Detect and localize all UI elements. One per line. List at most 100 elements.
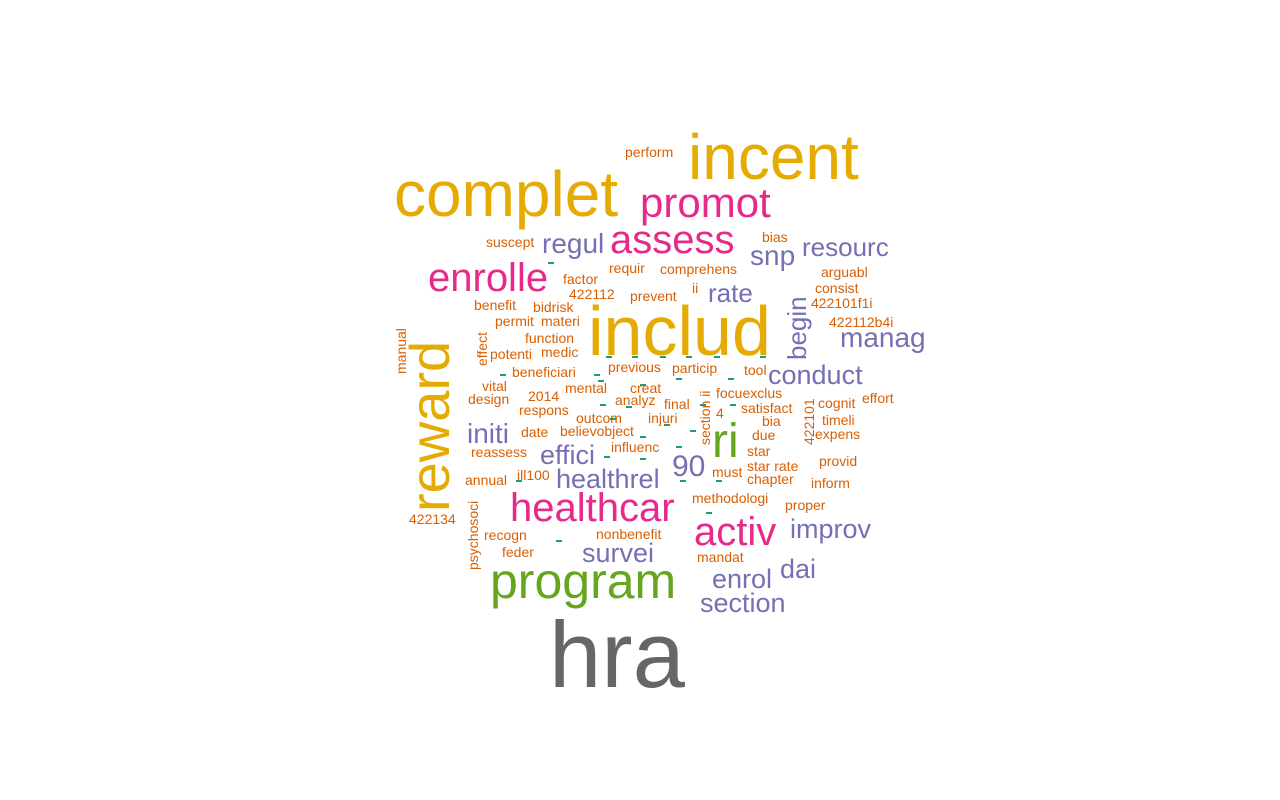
speck-mark	[604, 456, 610, 458]
word-function: function	[525, 330, 575, 346]
word-ri: ri	[712, 415, 739, 468]
word-ill100: ill100	[517, 467, 550, 483]
speck-mark	[690, 430, 696, 432]
word-inform: inform	[811, 475, 850, 491]
word-tool: tool	[744, 362, 767, 378]
word-422112b4i: 422112b4i	[829, 314, 894, 330]
word-begin: begin	[782, 296, 812, 360]
speck-mark	[626, 406, 632, 408]
speck-mark	[610, 418, 616, 420]
word-rate: rate	[708, 278, 753, 308]
word-mental: mental	[565, 380, 608, 396]
word-chapter: chapter	[747, 471, 794, 487]
word-consist: consist	[815, 280, 859, 296]
word-effort: effort	[862, 390, 894, 406]
speck-mark	[600, 404, 606, 406]
word-ii: ii	[692, 280, 699, 296]
word-injuri: injuri	[648, 410, 678, 426]
speck-mark	[760, 356, 766, 358]
word-satisfact: satisfact	[741, 400, 793, 416]
speck-mark	[660, 356, 666, 358]
word-permit: permit	[495, 313, 534, 329]
word-section: section	[700, 588, 786, 618]
word-annual: annual	[465, 472, 508, 488]
word-outcom: outcom	[576, 410, 622, 426]
word-previous: previous	[608, 359, 661, 375]
word-potenti: potenti	[490, 346, 533, 362]
word-complet: complet	[394, 158, 619, 230]
word-enrolle: enrolle	[428, 256, 549, 300]
word-proper: proper	[785, 497, 826, 513]
word-resourc: resourc	[802, 232, 889, 262]
word-methodologi: methodologi	[692, 490, 769, 506]
word-includ: includ	[588, 292, 771, 370]
word-bias: bias	[762, 229, 788, 245]
word-422101f1i: 422101f1i	[811, 295, 873, 311]
word-mandat: mandat	[697, 549, 744, 565]
speck-mark	[500, 374, 506, 376]
word-suscept: suscept	[486, 234, 535, 250]
word-promot: promot	[640, 179, 771, 226]
speck-mark	[598, 380, 604, 382]
speck-mark	[640, 384, 646, 386]
word-date: date	[521, 424, 549, 440]
word-comprehens: comprehens	[660, 261, 738, 277]
word-program: program	[490, 553, 677, 609]
speck-mark	[556, 540, 562, 542]
speck-mark	[632, 356, 638, 358]
word-2014: 2014	[528, 388, 560, 404]
word-factor: factor	[563, 271, 599, 287]
speck-mark	[606, 356, 612, 358]
word-arguabl: arguabl	[821, 264, 868, 280]
word-reward: reward	[398, 340, 461, 512]
word-final: final	[664, 396, 690, 412]
speck-mark	[548, 262, 554, 264]
word-4: 4	[716, 405, 724, 421]
speck-mark	[680, 480, 686, 482]
word-timeli: timeli	[822, 412, 855, 428]
word-requir: requir	[609, 260, 645, 276]
word-healthcar: healthcar	[510, 486, 675, 530]
word-cognit: cognit	[818, 395, 856, 411]
word-focuexclus: focuexclus	[716, 385, 783, 401]
word-vital: vital	[482, 378, 507, 394]
speck-mark	[640, 436, 646, 438]
speck-mark	[594, 374, 600, 376]
word-star: star	[747, 443, 771, 459]
word-manag: manag	[840, 322, 926, 353]
word-recogn: recogn	[484, 527, 527, 543]
word-initi: initi	[467, 418, 510, 449]
word-respons: respons	[519, 402, 569, 418]
word-conduct: conduct	[768, 360, 863, 390]
word-expens: expens	[815, 426, 861, 442]
word-90: 90	[672, 450, 706, 483]
speck-mark	[700, 404, 706, 406]
speck-mark	[676, 378, 682, 380]
word-medic: medic	[541, 344, 579, 360]
word-effect: effect	[474, 332, 490, 366]
word-starrate: star rate	[747, 458, 799, 474]
speck-mark	[728, 378, 734, 380]
word-bia: bia	[762, 413, 781, 429]
word-believobject: believobject	[560, 423, 634, 439]
speck-mark	[640, 458, 646, 460]
word-422134: 422134	[409, 511, 456, 527]
word-due: due	[752, 427, 776, 443]
word-benefit: benefit	[474, 297, 517, 313]
word-section-ii: section ii	[697, 390, 713, 445]
speck-mark	[676, 446, 682, 448]
word-422101: 422101	[801, 398, 817, 445]
word-enrol: enrol	[712, 564, 773, 594]
word-manual: manual	[393, 328, 409, 374]
word-healthrel: healthrel	[556, 464, 660, 494]
word-must: must	[712, 464, 743, 480]
word-provid: provid	[819, 453, 858, 469]
word-creat: creat	[630, 380, 662, 396]
word-activ: activ	[694, 510, 777, 554]
speck-mark	[730, 404, 736, 406]
speck-mark	[714, 356, 720, 358]
word-422112: 422112	[569, 286, 615, 302]
speck-mark	[516, 480, 522, 482]
word-survei: survei	[582, 538, 655, 568]
